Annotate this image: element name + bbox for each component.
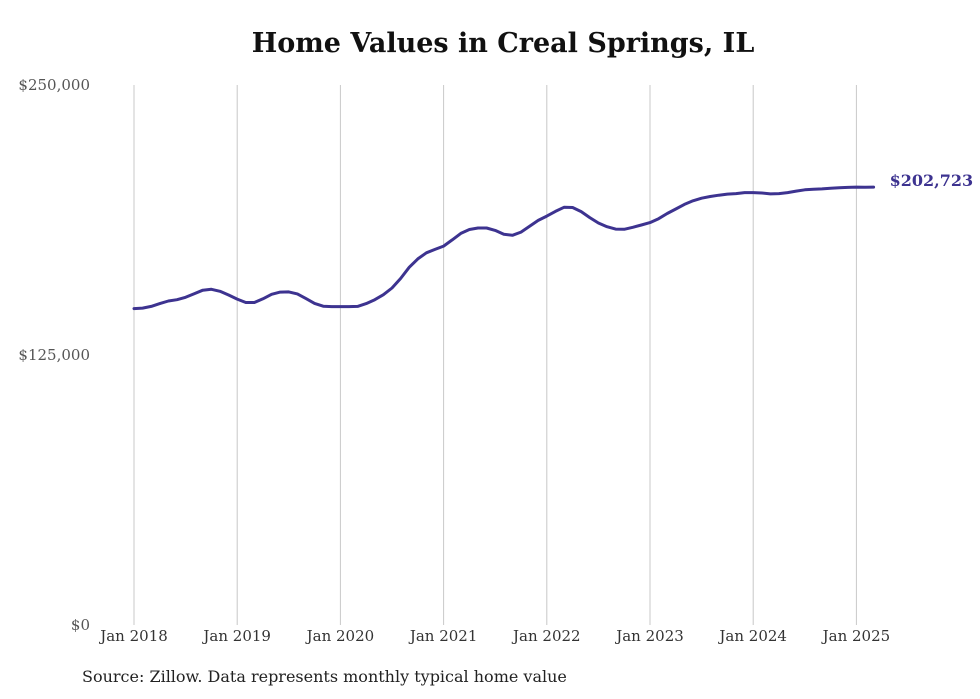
- end-value-label: $202,723: [890, 171, 974, 190]
- x-tick-label: Jan 2022: [511, 627, 581, 645]
- x-tick-label: Jan 2018: [98, 627, 168, 645]
- y-tick-label: $250,000: [18, 76, 90, 94]
- x-tick-label: Jan 2023: [614, 627, 684, 645]
- x-tick-label: Jan 2021: [408, 627, 478, 645]
- series-layer: [132, 185, 876, 311]
- chart-title: Home Values in Creal Springs, IL: [251, 28, 755, 59]
- source-note: Source: Zillow. Data represents monthly …: [82, 667, 567, 686]
- x-tick-label: Jan 2025: [821, 627, 891, 645]
- x-tick-label: Jan 2019: [201, 627, 271, 645]
- x-tick-label: Jan 2020: [305, 627, 375, 645]
- x-axis-ticks: Jan 2018 Jan 2019 Jan 2020 Jan 2021 Jan 2022…: [98, 627, 890, 645]
- y-tick-label: $0: [71, 616, 90, 634]
- gridlines: [133, 85, 857, 625]
- x-tick-label: Jan 2024: [717, 627, 787, 645]
- end-label-layer: $202,723: [890, 171, 974, 190]
- y-tick-label: $125,000: [18, 346, 90, 364]
- series-line-0: [132, 185, 876, 311]
- y-axis-ticks: $250,000 $125,000 $0: [18, 76, 90, 634]
